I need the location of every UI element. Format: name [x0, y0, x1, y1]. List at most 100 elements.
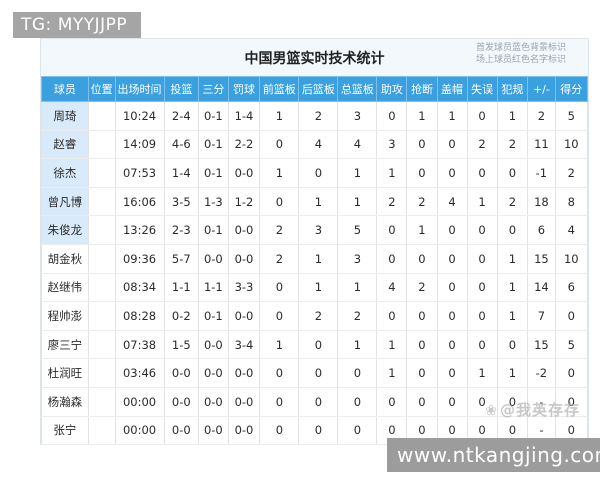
stat-cell: 0-0 [198, 358, 229, 388]
stat-cell: 2 [496, 129, 529, 160]
stat-cell [87, 215, 116, 245]
stat-cell: 5 [554, 329, 589, 360]
stats-card: 中国男篮实时技术统计 首发球员蓝色背景标识 场上球员红色名字标识 球员 位置 出场时… [40, 38, 589, 446]
stat-cell: 0-0 [227, 386, 261, 417]
column-header-13: 犯规 [496, 76, 529, 102]
stat-cell: 2 [298, 301, 339, 331]
stat-cell: 0-1 [198, 101, 229, 131]
stat-cell: 1 [337, 329, 378, 360]
player-name-cell: 胡金秋 [41, 243, 89, 274]
stat-cell: 0 [259, 415, 300, 446]
stat-cell [87, 386, 116, 417]
stat-cell [87, 329, 116, 360]
stat-cell: 00:00 [114, 415, 165, 446]
stat-cell: 0 [436, 386, 468, 417]
stat-cell: 0 [298, 329, 339, 360]
table-row: 周琦 10:24 2-4 0-1 1-4 1 2 3 0 1 1 0 1 2 5 [41, 101, 589, 131]
column-header-15: 得分 [554, 76, 589, 102]
legend-oncourt-note: 场上球员红色名字标识 [475, 55, 566, 65]
player-name-cell: 张宁 [41, 415, 89, 446]
stat-cell: 0 [298, 415, 339, 446]
stat-cell: 0 [436, 158, 468, 188]
stat-cell: 1 [298, 186, 339, 217]
stat-cell: 2-3 [163, 215, 200, 245]
stat-cell: 0-1 [198, 129, 229, 160]
stat-cell: 1 [298, 272, 339, 303]
stat-cell [87, 129, 116, 160]
stat-cell: 0 [496, 158, 529, 188]
stat-cell: 0-1 [198, 301, 229, 331]
stat-cell: 4 [554, 215, 589, 245]
stat-cell: 1 [466, 358, 498, 388]
stat-cell: 0 [259, 301, 300, 331]
stat-cell: 5-7 [163, 243, 200, 274]
stat-cell: 0 [436, 129, 468, 160]
table-row: 杨瀚森 00:00 0-0 0-0 0-0 0 0 0 0 0 0 0 0-0 [41, 386, 589, 417]
player-name-cell: 徐杰 [41, 158, 89, 188]
stat-cell: 0-0 [163, 415, 200, 446]
stat-cell [87, 243, 116, 274]
stat-cell: 07:53 [114, 158, 165, 188]
stat-cell: 0 [406, 386, 438, 417]
stat-cell: 0 [466, 158, 498, 188]
stat-cell: 10 [554, 129, 589, 160]
player-name-cell: 廖三宁 [41, 329, 89, 360]
stat-cell: 4 [376, 272, 408, 303]
stat-cell: 4-6 [163, 129, 200, 160]
stat-cell: 0 [337, 358, 378, 388]
stat-cell: 2 [376, 186, 408, 217]
stat-cell: 14:09 [114, 129, 165, 160]
stat-cell: 4 [436, 186, 468, 217]
stat-cell: 0-1 [198, 215, 229, 245]
stat-cell: 0 [496, 215, 529, 245]
stat-cell: 1 [496, 243, 529, 274]
stat-cell: 0 [259, 358, 300, 388]
stat-cell: 0 [406, 158, 438, 188]
stat-cell: 10 [554, 243, 589, 274]
stat-cell: 2 [466, 129, 498, 160]
stat-cell: 0-0 [227, 215, 261, 245]
stat-cell: 00:00 [114, 386, 165, 417]
stat-cell: 11 [527, 129, 556, 160]
stat-cell: 0 [496, 329, 529, 360]
stat-cell: 3 [298, 215, 339, 245]
stat-cell: 2 [406, 186, 438, 217]
stat-cell: 1 [259, 158, 300, 188]
stat-cell: 1-4 [163, 158, 200, 188]
stat-cell [87, 272, 116, 303]
site-badge: www.ntkangjing.com [387, 438, 600, 472]
player-name-cell: 赵继伟 [41, 272, 89, 303]
stat-cell: 0-0 [227, 301, 261, 331]
stat-cell: 09:36 [114, 243, 165, 274]
stat-cell: 0 [466, 272, 498, 303]
stat-cell: 08:28 [114, 301, 165, 331]
stat-cell: 5 [554, 101, 589, 131]
stat-cell: 2 [259, 215, 300, 245]
column-header-10: 抢断 [406, 76, 438, 102]
table-row: 曾凡博 16:06 3-5 1-3 1-2 0 1 1 2 2 4 1 2 18 8 [41, 186, 589, 217]
stat-cell: 0-0 [198, 415, 229, 446]
stat-cell: 1-1 [198, 272, 229, 303]
table-row: 杜润旺 03:46 0-0 0-0 0-0 0 0 0 1 0 0 1 1 -2 0 [41, 358, 589, 388]
stat-cell: 1 [337, 158, 378, 188]
stat-cell [87, 158, 116, 188]
stat-cell: 18 [527, 186, 556, 217]
table-row: 廖三宁 07:38 1-5 0-0 3-4 1 0 1 1 0 0 0 0 15 5 [41, 329, 589, 360]
stat-cell: 0 [259, 386, 300, 417]
player-name-cell: 程帅澎 [41, 301, 89, 331]
stat-cell: - [527, 386, 556, 417]
stat-cell: 0 [436, 243, 468, 274]
player-name-cell: 杨瀚森 [41, 386, 89, 417]
stat-cell: 0 [436, 301, 468, 331]
table-row: 程帅澎 08:28 0-2 0-1 0-0 0 2 2 0 0 0 0 1 7 0 [41, 301, 589, 331]
column-header-12: 失误 [466, 76, 498, 102]
stat-cell: 0 [376, 301, 408, 331]
stat-cell: 6 [554, 272, 589, 303]
stat-cell: 1 [376, 158, 408, 188]
stat-cell: 0-0 [163, 386, 200, 417]
table-row: 胡金秋 09:36 5-7 0-0 0-0 2 1 3 0 0 0 0 1 15 10 [41, 243, 589, 274]
stat-cell: 7 [527, 301, 556, 331]
table-row: 赵睿 14:09 4-6 0-1 2-2 0 4 4 3 0 0 2 2 11 10 [41, 129, 589, 160]
stat-cell: 1-3 [198, 186, 229, 217]
stat-cell: 0 [466, 215, 498, 245]
